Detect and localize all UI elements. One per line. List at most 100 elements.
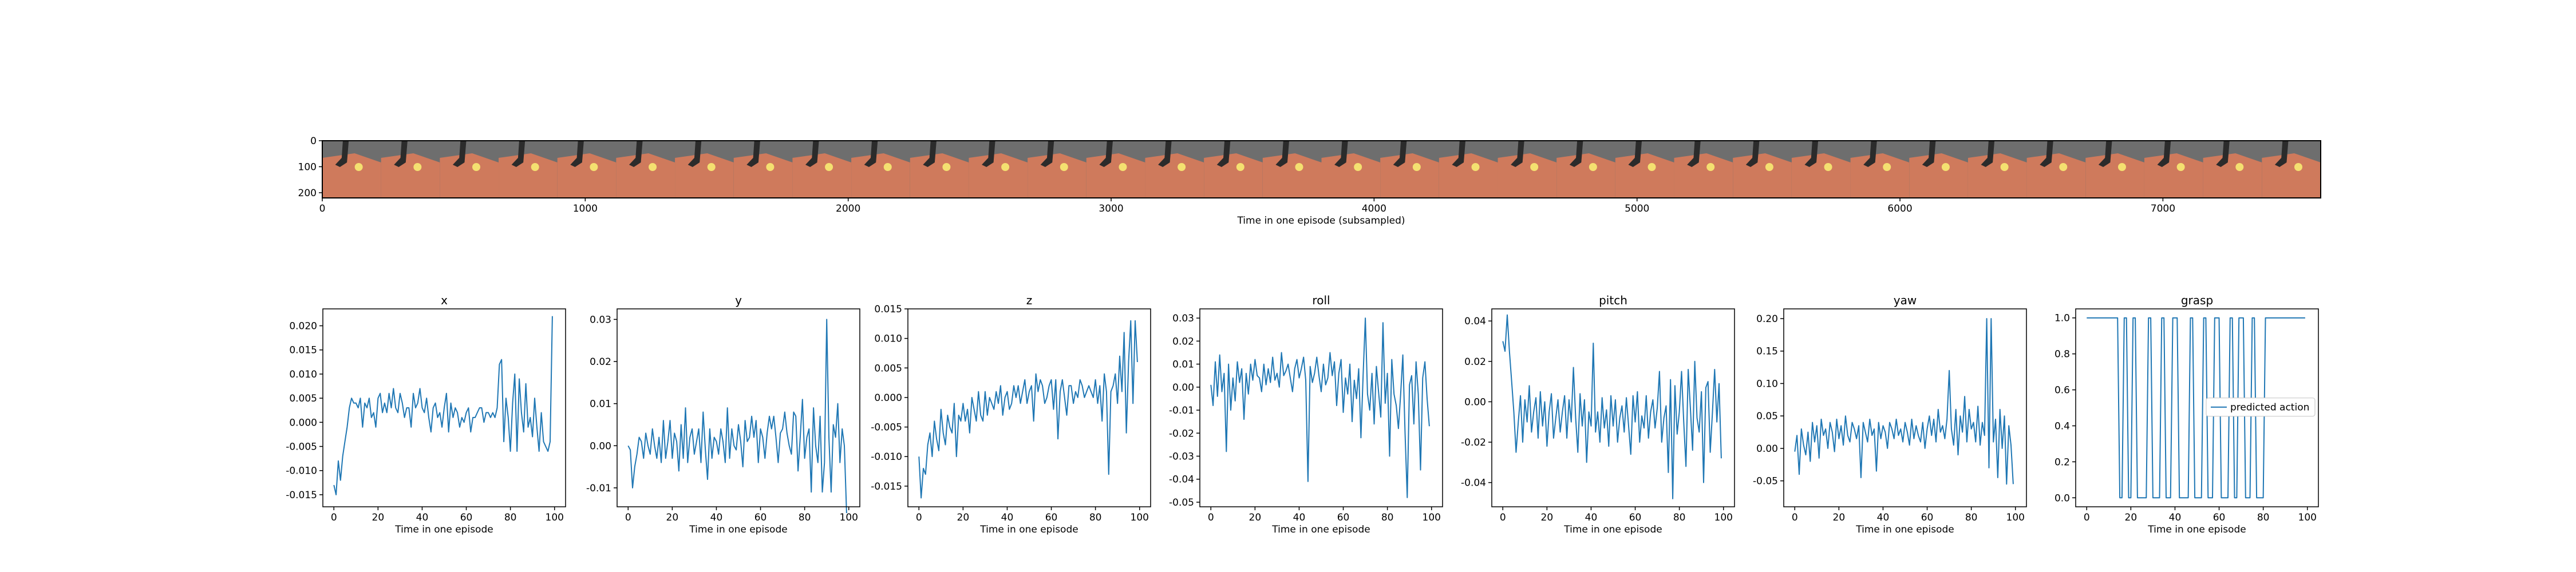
frame-gripper (1040, 141, 1054, 167)
y-tick-label: 0.010 (874, 333, 902, 345)
frame-floor (969, 153, 1028, 198)
y-tick-label: 0.02 (1464, 356, 1486, 368)
x-tick-label: 0 (1500, 512, 1506, 523)
x-axis-label: Time in one episode (1271, 524, 1370, 535)
y-tick-label: 0.04 (1464, 316, 1486, 327)
filmstrip-frame-border (322, 140, 2321, 198)
x-tick-label: 0 (625, 512, 631, 523)
filmstrip-frame (499, 141, 558, 198)
plot-roll: roll 0 20 40 60 80 100 0.03 0.02 0.01 0.00 -0.01 -0.… (1169, 293, 1443, 535)
y-tick-label: 0.8 (2055, 349, 2070, 360)
filmstrip-x-tick-label: 1000 (573, 203, 598, 214)
frame-floor (1733, 153, 1792, 198)
frame-gripper (2216, 141, 2230, 167)
frame-object (825, 163, 833, 171)
x-tick-label: 20 (1541, 512, 1554, 523)
series-line (1794, 318, 2014, 485)
series-line (1210, 317, 1430, 498)
frame-floor (2085, 153, 2144, 198)
x-tick-label: 20 (2125, 512, 2138, 523)
y-tick-label: 0.01 (1172, 359, 1194, 371)
frame-object (1412, 163, 1421, 171)
frame-object (1941, 163, 1950, 171)
y-tick-label: 0.03 (590, 314, 611, 325)
x-tick-label: 60 (2213, 512, 2226, 523)
frame-gripper (452, 141, 467, 167)
frame-gripper (1511, 141, 1524, 167)
y-tick-label: 0.15 (1756, 346, 1778, 357)
filmstrip-frame (1556, 141, 1616, 198)
x-tick-label: 40 (1877, 512, 1890, 523)
frame-object (1765, 163, 1773, 171)
y-tick-label: -0.015 (286, 490, 317, 501)
x-axis-label: Time in one episode (979, 524, 1078, 535)
filmstrip-frame (675, 141, 734, 198)
frame-gripper (1804, 141, 1819, 167)
frame-object (766, 163, 775, 171)
frame-object (1119, 163, 1127, 171)
plot-pitch: pitch 0 20 40 60 80 100 0.04 0.02 0.00 -0.02 -0.04 T… (1461, 293, 1735, 535)
plot-frame (1491, 308, 1735, 507)
frame-gripper (511, 141, 526, 167)
frame-floor (910, 153, 969, 198)
frame-object (413, 163, 422, 171)
y-tick-label: -0.005 (871, 422, 902, 434)
plot-title: yaw (1894, 293, 1917, 307)
x-tick-label: 0 (1792, 512, 1798, 523)
filmstrip-frame (910, 141, 969, 198)
filmstrip-frame (1967, 141, 2028, 198)
series-line (333, 316, 553, 495)
frame-floor (1262, 153, 1322, 198)
legend: predicted action (2206, 398, 2316, 417)
x-tick-label: 60 (460, 512, 473, 523)
filmstrip-frame (1204, 141, 1263, 198)
y-tick-label: 0.4 (2055, 420, 2070, 432)
frame-floor (1791, 153, 1851, 198)
x-tick-label: 40 (1293, 512, 1306, 523)
frame-object (649, 163, 657, 171)
y-tick-label: 0.02 (1172, 336, 1194, 347)
frame-gripper (394, 141, 408, 167)
y-tick-label: 0.015 (874, 304, 902, 315)
frame-object (1471, 163, 1480, 171)
filmstrip-y-tick-label: 100 (298, 161, 317, 173)
y-tick-label: -0.015 (871, 481, 902, 492)
frame-object (1236, 163, 1244, 171)
x-axis-label: Time in one episode (1855, 524, 1954, 535)
plot-frame (2075, 308, 2319, 507)
frame-floor (1086, 153, 1145, 198)
plot-title: z (1026, 293, 1033, 307)
frame-floor (1321, 153, 1381, 198)
y-tick-label: -0.010 (871, 451, 902, 463)
y-tick-label: -0.01 (1169, 405, 1194, 416)
frame-gripper (1687, 141, 1701, 167)
frame-floor (2144, 153, 2203, 198)
filmstrip-frame (2144, 141, 2204, 198)
plot-frame (1199, 308, 1443, 507)
x-tick-label: 40 (1001, 512, 1014, 523)
x-axis-label: Time in one episode (394, 524, 493, 535)
frame-object (1354, 163, 1362, 171)
y-tick-label: 0.0 (2055, 492, 2070, 504)
filmstrip-frame (733, 141, 793, 198)
y-tick-label: 0.020 (289, 321, 317, 332)
y-tick-label: -0.02 (1169, 428, 1194, 439)
plot-x: x 0 20 40 60 80 100 0.020 0.015 0.010 0.005 0.000 -0… (286, 293, 566, 535)
frame-object (2117, 163, 2126, 171)
frame-floor (616, 153, 675, 198)
y-tick-label: 0.005 (874, 363, 902, 374)
frame-floor (557, 153, 617, 198)
frame-floor (733, 153, 793, 198)
frame-gripper (1628, 141, 1642, 167)
plot-title: pitch (1599, 293, 1627, 307)
plot-frame (1783, 308, 2027, 507)
filmstrip-frame (322, 141, 382, 198)
frame-object (2294, 163, 2302, 171)
x-tick-label: 100 (1131, 512, 1149, 523)
frame-floor (1850, 153, 1910, 198)
frame-object (1060, 163, 1068, 171)
frame-gripper (1922, 141, 1936, 167)
frame-gripper (982, 141, 995, 167)
filmstrip-frame (1439, 141, 1499, 198)
